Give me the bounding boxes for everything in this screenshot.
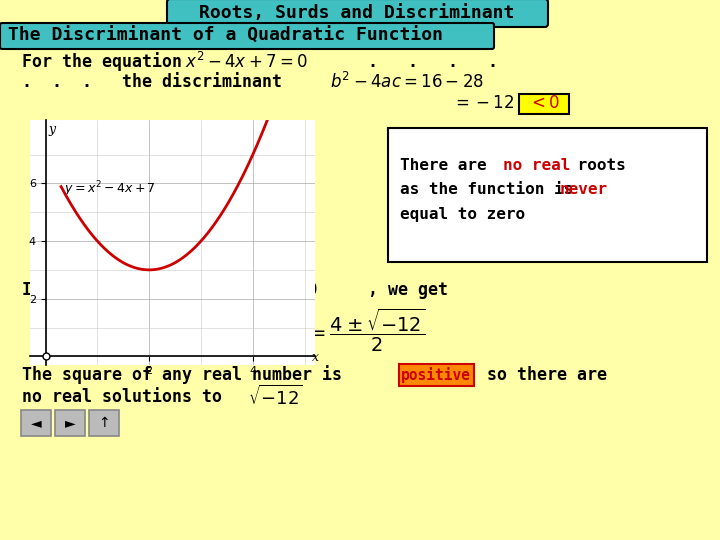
Text: .   .   .   .: . . . . bbox=[368, 53, 498, 71]
FancyBboxPatch shape bbox=[519, 94, 569, 114]
Text: roots: roots bbox=[568, 158, 626, 172]
Text: equal to zero: equal to zero bbox=[400, 207, 525, 222]
Text: never: never bbox=[560, 183, 608, 198]
Text: $<0$: $<0$ bbox=[528, 96, 560, 112]
Text: so there are: so there are bbox=[477, 366, 607, 384]
Text: .  .  .   the discriminant: . . . the discriminant bbox=[22, 73, 282, 91]
FancyBboxPatch shape bbox=[388, 128, 707, 262]
Text: y: y bbox=[48, 123, 55, 136]
Text: The Discriminant of a Quadratic Function: The Discriminant of a Quadratic Function bbox=[8, 27, 443, 45]
Text: no real solutions to: no real solutions to bbox=[22, 388, 222, 406]
FancyBboxPatch shape bbox=[89, 410, 119, 436]
Text: ↑: ↑ bbox=[98, 416, 110, 430]
Text: The square of any real number is: The square of any real number is bbox=[22, 366, 342, 384]
Text: $x=\dfrac{4\pm\sqrt{-12}}{2}$: $x=\dfrac{4\pm\sqrt{-12}}{2}$ bbox=[294, 306, 426, 354]
Text: as the function is: as the function is bbox=[400, 183, 583, 198]
Text: x: x bbox=[312, 352, 320, 365]
FancyBboxPatch shape bbox=[55, 410, 85, 436]
FancyBboxPatch shape bbox=[21, 410, 51, 436]
Text: , we get: , we get bbox=[368, 281, 448, 299]
Text: $b^2-4ac=16-28$: $b^2-4ac=16-28$ bbox=[330, 72, 484, 92]
Text: Roots, Surds and Discriminant: Roots, Surds and Discriminant bbox=[199, 4, 515, 22]
FancyBboxPatch shape bbox=[399, 364, 474, 386]
FancyBboxPatch shape bbox=[0, 23, 494, 49]
Text: $\sqrt{-12}$: $\sqrt{-12}$ bbox=[248, 385, 303, 409]
Text: $x^2-4x+7=0$: $x^2-4x+7=0$ bbox=[195, 280, 318, 300]
Text: If we try to solve: If we try to solve bbox=[22, 281, 202, 299]
Text: For the equation: For the equation bbox=[22, 52, 182, 71]
Text: positive: positive bbox=[401, 367, 471, 383]
Text: no real: no real bbox=[503, 158, 570, 172]
Text: $=-12$: $=-12$ bbox=[452, 96, 514, 112]
FancyBboxPatch shape bbox=[167, 0, 548, 27]
Text: ◄: ◄ bbox=[31, 416, 41, 430]
Text: $y=x^2-4x+7$: $y=x^2-4x+7$ bbox=[63, 179, 156, 199]
Text: $x^2-4x+7=0$: $x^2-4x+7=0$ bbox=[185, 52, 307, 72]
Text: ►: ► bbox=[65, 416, 76, 430]
Text: There are: There are bbox=[400, 158, 496, 172]
